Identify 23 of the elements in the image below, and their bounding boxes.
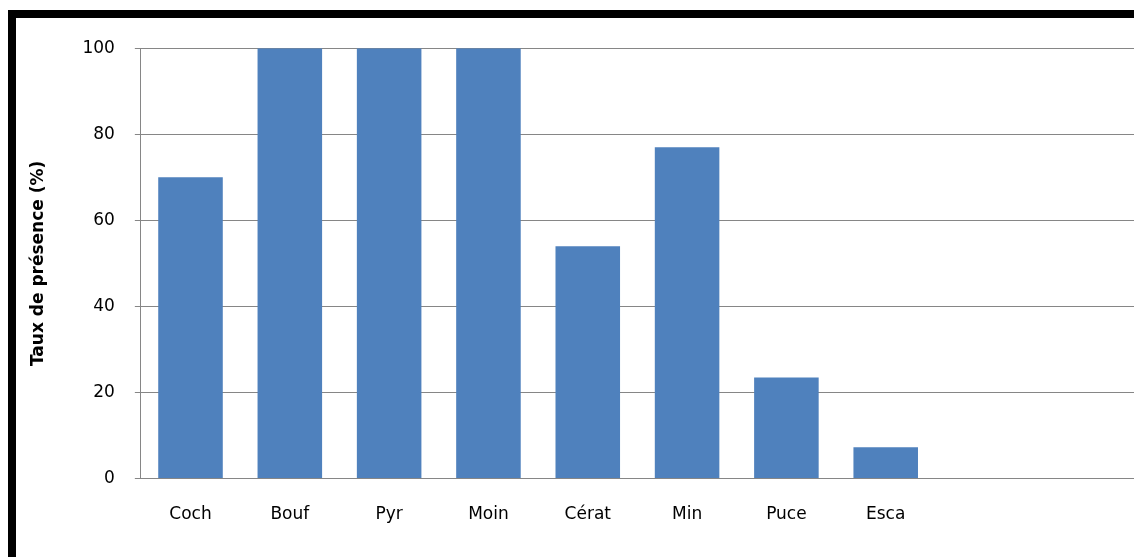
bar	[555, 246, 621, 479]
x-tick-label: Bouf	[270, 503, 311, 524]
bar	[754, 377, 819, 479]
bar	[853, 447, 918, 479]
y-tick-label: 60	[93, 208, 115, 229]
y-tick-label: 20	[93, 380, 115, 401]
x-tick-label: Pyr	[375, 503, 403, 524]
bar	[654, 147, 720, 479]
x-tick-label: Cérat	[564, 503, 612, 524]
x-tick-label: Esca	[866, 503, 906, 524]
bar	[257, 48, 323, 479]
x-tick-label: Moin	[468, 503, 509, 524]
y-tick-label: 100	[82, 36, 115, 57]
bar	[158, 177, 223, 479]
x-tick-label: Min	[672, 503, 703, 524]
x-tick-label: Coch	[169, 503, 212, 524]
y-tick-label: 80	[93, 122, 115, 143]
bar	[456, 48, 521, 479]
y-axis-title: Taux de présence (%)	[26, 160, 47, 367]
bar	[356, 48, 422, 479]
y-tick-label: 40	[93, 294, 115, 315]
x-tick-label: Puce	[766, 503, 807, 524]
y-tick-label: 0	[104, 467, 115, 488]
